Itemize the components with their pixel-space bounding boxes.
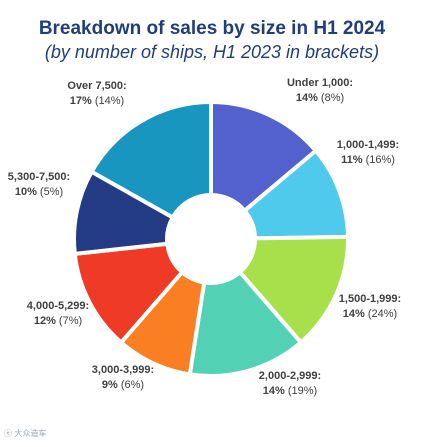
watermark-logo: ⓔ 大众造车 bbox=[4, 429, 47, 438]
current-share-label: 14% bbox=[263, 385, 288, 397]
previous-share-label: (7%) bbox=[59, 315, 82, 327]
current-share-label: 10% bbox=[15, 186, 40, 198]
category-label: 1,000-1,499: bbox=[337, 139, 399, 151]
data-label-5: 3,000-3,999: 9% (6%) bbox=[92, 364, 154, 391]
current-share-label: 9% bbox=[102, 379, 121, 391]
previous-share-label: (19%) bbox=[288, 385, 317, 397]
previous-share-label: (6%) bbox=[121, 379, 144, 391]
current-share-label: 14% bbox=[343, 308, 368, 320]
category-label: Over 7,500: bbox=[67, 80, 126, 92]
data-label-2: 1,000-1,499: 11% (16%) bbox=[337, 139, 399, 166]
current-share-label: 11% bbox=[341, 154, 365, 166]
category-label: 5,300-7,500: bbox=[8, 171, 70, 183]
donut-slice-6 bbox=[72, 241, 185, 345]
current-share-label: 14% bbox=[296, 92, 321, 104]
chart-title: Breakdown of sales by size in H1 2024 bbox=[38, 18, 386, 39]
data-label-8: Over 7,500: 17% (14%) bbox=[67, 80, 126, 107]
previous-share-label: (16%) bbox=[366, 154, 395, 166]
category-label: 2,000-2,999: bbox=[259, 370, 321, 382]
donut-slice-4 bbox=[187, 270, 303, 378]
data-label-3: 1,500-1,999: 14% (24%) bbox=[339, 293, 401, 320]
data-label-1: Under 1,000: 14% (8%) bbox=[287, 77, 353, 104]
category-label: 1,500-1,999: bbox=[339, 293, 401, 305]
donut-slice-3 bbox=[237, 234, 350, 345]
previous-share-label: (5%) bbox=[40, 186, 63, 198]
category-label: 3,000-3,999: bbox=[92, 364, 154, 376]
previous-share-label: (24%) bbox=[368, 308, 397, 320]
data-label-7: 5,300-7,500: 10% (5%) bbox=[8, 171, 70, 198]
data-label-4: 2,000-2,999: 14% (19%) bbox=[259, 370, 321, 397]
category-label: 4,000-5,299: bbox=[27, 300, 89, 312]
category-label: Under 1,000: bbox=[287, 77, 353, 89]
current-share-label: 12% bbox=[34, 315, 59, 327]
previous-share-label: (14%) bbox=[95, 95, 124, 107]
previous-share-label: (8%) bbox=[321, 92, 344, 104]
data-label-6: 4,000-5,299: 12% (7%) bbox=[27, 300, 89, 327]
donut-slice-1 bbox=[209, 100, 318, 213]
current-share-label: 17% bbox=[70, 95, 95, 107]
chart-subtitle: (by number of ships, H1 2023 in brackets… bbox=[44, 42, 380, 62]
donut-slice-8 bbox=[89, 100, 213, 220]
